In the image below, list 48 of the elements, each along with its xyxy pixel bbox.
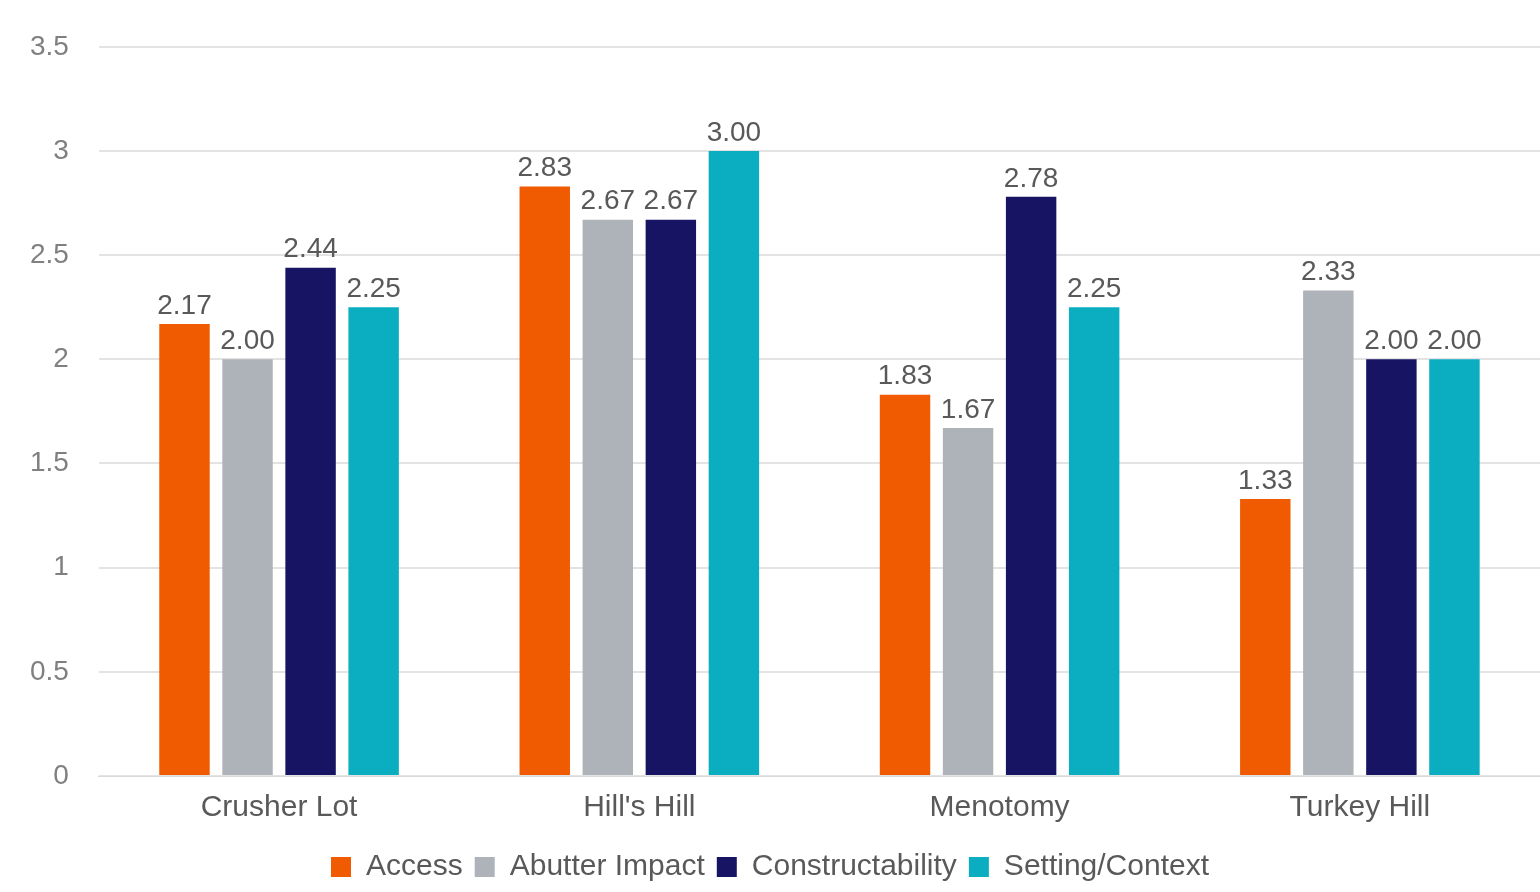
legend-label: Setting/Context [1003,848,1210,882]
y-tick-label: 3 [53,133,69,165]
bar [582,219,634,775]
bar [1240,498,1291,775]
bar [285,267,336,775]
data-label: 2.25 [1066,271,1122,303]
bar [1068,307,1120,775]
y-tick-label: 1 [53,550,69,582]
data-label: 3.00 [706,115,762,147]
y-tick-label: 2 [53,342,69,374]
x-tick-label: Turkey Hill [1289,789,1431,823]
data-label: 2.00 [1364,324,1419,356]
data-label: 2.83 [517,151,573,183]
bar [942,428,994,775]
data-label: 1.67 [940,392,996,424]
data-label: 2.67 [643,184,699,216]
data-label: 2.25 [346,271,401,303]
y-tick-label: 2.5 [29,237,69,269]
data-label: 2.44 [283,232,338,264]
data-label: 1.83 [877,359,933,391]
bar [159,323,210,775]
data-label: 2.67 [580,184,636,216]
x-tick-label: Hill's Hill [583,789,696,823]
x-tick-label: Crusher Lot [200,789,359,823]
y-tick-label: 1.5 [29,446,69,478]
bar [1303,290,1354,775]
data-label: 2.33 [1301,255,1356,287]
y-tick-label: 0 [53,758,69,790]
legend-label: Constructability [751,848,957,882]
bar [708,150,760,775]
bar [1005,196,1057,775]
bar [519,186,570,775]
bar [1429,359,1480,775]
data-label: 2.78 [1003,161,1059,193]
bar [645,219,697,775]
y-tick-label: 0.5 [29,654,69,686]
y-tick-label: 3.5 [29,29,69,61]
bar [1366,359,1417,775]
legend-label: Access [366,848,463,882]
data-label: 2.00 [220,324,275,356]
data-label: 2.00 [1427,324,1482,356]
data-label: 1.33 [1238,463,1293,495]
bar [879,394,931,775]
x-tick-label: Menotomy [929,789,1070,823]
legend-label: Abutter Impact [509,848,706,882]
data-label: 2.17 [157,288,212,320]
bar [348,307,399,775]
bar [222,359,273,775]
